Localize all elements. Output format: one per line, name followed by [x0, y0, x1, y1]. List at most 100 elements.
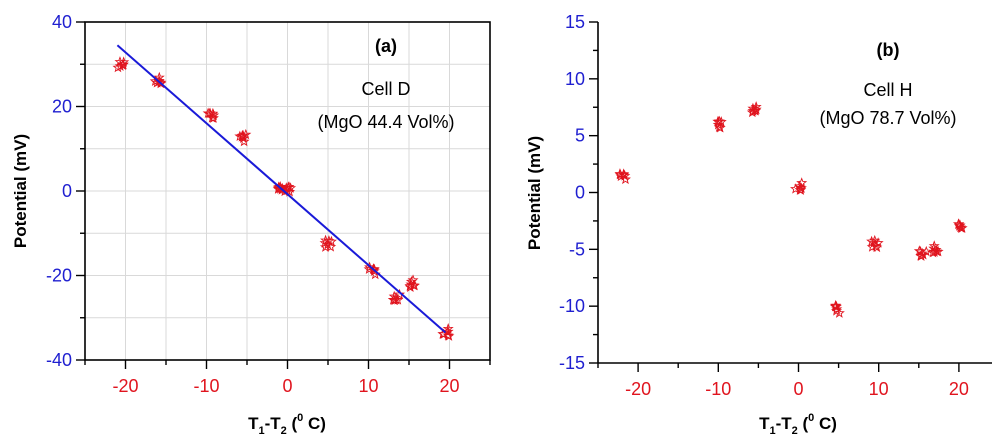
data-point: [952, 218, 968, 233]
star-marker: [956, 222, 968, 233]
data-markers: [614, 101, 968, 318]
y-tick-label: 20: [52, 97, 72, 117]
y-axis-label: Potential (mV): [525, 136, 544, 250]
star-marker: [442, 325, 454, 337]
star-marker: [118, 56, 130, 67]
panel-label: (b): [877, 40, 900, 60]
data-point: [790, 177, 808, 195]
star-marker: [747, 105, 759, 116]
star-marker: [796, 177, 808, 188]
star-marker: [712, 115, 724, 127]
star-marker: [389, 294, 401, 306]
composition-annotation: (MgO 78.7 Vol%): [819, 108, 956, 128]
star-marker: [790, 183, 802, 194]
star-marker: [149, 75, 161, 86]
star-marker: [208, 109, 220, 121]
star-marker: [913, 245, 925, 256]
star-marker: [404, 281, 416, 292]
data-point: [829, 299, 845, 318]
x-tick-label: 0: [793, 379, 803, 399]
y-tick-label: -40: [46, 350, 72, 370]
y-tick-label: 40: [52, 12, 72, 32]
data-point: [202, 107, 220, 123]
axis-lines: [597, 22, 992, 364]
y-tick-label: -15: [559, 353, 585, 373]
chart-panel-a: -20 -10 0 10 20 -40 -20 0 20 40 (a) Cell D (MgO 4…: [11, 12, 491, 437]
data-point: [234, 128, 252, 147]
fit-line-layer: [116, 44, 447, 334]
y-tick-label: -10: [559, 296, 585, 316]
star-marker: [614, 168, 626, 179]
data-point: [712, 115, 727, 133]
data-point: [319, 234, 337, 252]
star-marker: [238, 135, 250, 147]
x-tick-label: -10: [193, 376, 219, 396]
data-markers: [112, 56, 455, 341]
star-marker: [153, 75, 165, 87]
x-axis-label: T1-T2 (0 C): [248, 412, 326, 437]
y-tick-label: -20: [46, 266, 72, 286]
x-tick-label: 10: [869, 379, 889, 399]
x-tick-label: 20: [439, 376, 459, 396]
star-marker: [928, 242, 940, 254]
star-marker: [387, 294, 400, 305]
x-axis-label: T1-T2 (0 C): [759, 412, 837, 437]
cell-annotation: Cell H: [863, 80, 912, 100]
star-marker: [916, 247, 928, 259]
tick-labels: -20 -10 0 10 20 -40 -20 0 20 40: [46, 12, 460, 396]
x-tick-label: 0: [282, 376, 292, 396]
x-tick-label: -10: [705, 379, 731, 399]
y-axis-label: Potential (mV): [11, 134, 30, 248]
y-tick-label: -5: [569, 239, 585, 259]
star-marker: [871, 241, 883, 253]
y-tick-label: 10: [565, 69, 585, 89]
x-tick-label: -20: [112, 376, 138, 396]
y-tick-label: 15: [565, 12, 585, 32]
star-marker: [866, 241, 878, 252]
star-marker: [714, 122, 726, 133]
star-marker: [831, 303, 843, 314]
star-marker: [831, 305, 843, 316]
star-marker: [618, 169, 630, 180]
y-tick-label: 0: [575, 183, 585, 203]
star-marker: [284, 186, 296, 197]
x-tick-label: -20: [625, 379, 651, 399]
star-marker: [237, 129, 249, 141]
star-marker: [368, 265, 380, 276]
star-marker: [404, 280, 416, 291]
data-point: [866, 234, 884, 253]
data-point: [437, 323, 455, 341]
data-point: [112, 56, 130, 73]
star-marker: [117, 58, 129, 70]
data-point: [387, 288, 406, 306]
star-marker: [394, 288, 406, 300]
data-point: [404, 274, 420, 292]
star-marker: [747, 102, 759, 114]
tick-marks: [589, 21, 960, 372]
star-marker: [619, 173, 631, 185]
star-marker: [206, 112, 218, 123]
cell-annotation: Cell D: [361, 79, 410, 99]
tick-labels: -20 -10 0 10 20 -15 -10 -5 0 5 10 15: [559, 12, 969, 399]
star-marker: [618, 168, 630, 179]
y-tick-label: 5: [575, 126, 585, 146]
panel-label: (a): [375, 36, 397, 56]
fit-line: [116, 44, 447, 334]
data-point: [913, 245, 932, 261]
data-point: [746, 101, 762, 118]
star-marker: [794, 184, 806, 195]
star-marker: [438, 328, 450, 340]
composition-annotation: (MgO 44.4 Vol%): [317, 112, 454, 132]
y-tick-label: 0: [62, 181, 72, 201]
x-tick-label: 20: [949, 379, 969, 399]
data-point: [614, 168, 631, 185]
star-marker: [794, 181, 806, 193]
x-tick-label: 10: [358, 376, 378, 396]
star-marker: [407, 274, 419, 285]
star-marker: [869, 234, 881, 246]
tick-marks: [76, 21, 491, 369]
star-marker: [952, 218, 964, 229]
star-marker: [830, 300, 842, 312]
star-marker: [325, 241, 337, 252]
